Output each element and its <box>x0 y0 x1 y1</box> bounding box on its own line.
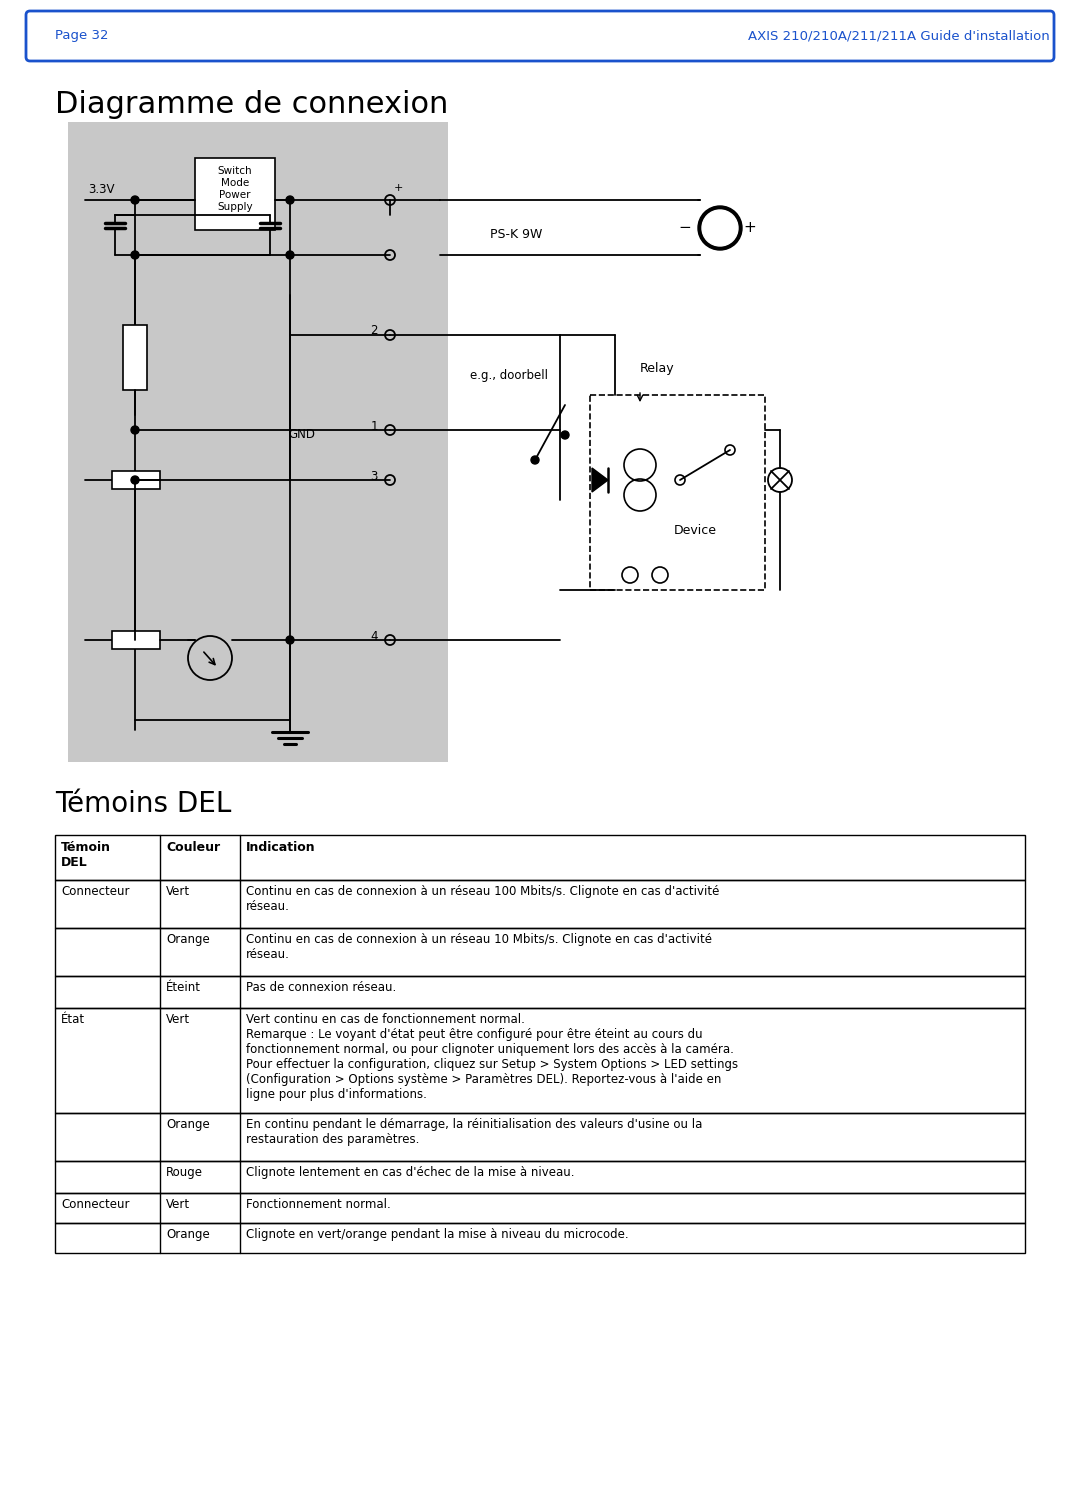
Circle shape <box>286 251 294 259</box>
Text: Indication: Indication <box>246 841 315 854</box>
Text: Éteint: Éteint <box>166 981 201 993</box>
Text: Diagramme de connexion: Diagramme de connexion <box>55 91 448 119</box>
Text: −: − <box>678 221 691 236</box>
Text: +: + <box>744 221 756 236</box>
Circle shape <box>131 251 139 259</box>
Text: 3: 3 <box>370 470 378 482</box>
Bar <box>112 631 160 649</box>
Circle shape <box>286 637 294 644</box>
Text: Vert: Vert <box>166 885 190 898</box>
Text: Couleur: Couleur <box>166 841 220 854</box>
Bar <box>55 1113 1025 1161</box>
Bar <box>55 1161 1025 1193</box>
Bar <box>55 835 1025 880</box>
Polygon shape <box>592 469 608 491</box>
Bar <box>68 122 448 762</box>
Text: Device: Device <box>674 523 716 537</box>
Text: Vert: Vert <box>166 1013 190 1027</box>
Text: Fonctionnement normal.: Fonctionnement normal. <box>246 1198 391 1211</box>
Text: 2: 2 <box>370 325 378 337</box>
Circle shape <box>561 431 569 438</box>
Circle shape <box>131 476 139 484</box>
Text: En continu pendant le démarrage, la réinitialisation des valeurs d'usine ou la
r: En continu pendant le démarrage, la réin… <box>246 1117 702 1146</box>
Bar <box>55 928 1025 977</box>
Text: Page 32: Page 32 <box>55 30 108 42</box>
Text: 4: 4 <box>370 629 378 643</box>
Text: Connecteur: Connecteur <box>60 885 130 898</box>
Text: Orange: Orange <box>166 933 210 947</box>
Circle shape <box>698 206 742 249</box>
Text: Clignote en vert/orange pendant la mise à niveau du microcode.: Clignote en vert/orange pendant la mise … <box>246 1228 629 1241</box>
Bar <box>55 1193 1025 1223</box>
Text: Clignote lentement en cas d'échec de la mise à niveau.: Clignote lentement en cas d'échec de la … <box>246 1166 575 1179</box>
Text: Mode: Mode <box>221 178 249 187</box>
Text: Orange: Orange <box>166 1117 210 1131</box>
Text: +: + <box>394 183 403 194</box>
Text: Switch: Switch <box>218 166 253 175</box>
Circle shape <box>131 197 139 204</box>
Circle shape <box>702 210 738 246</box>
Bar <box>123 325 147 390</box>
Bar <box>590 395 765 590</box>
Text: Pas de connexion réseau.: Pas de connexion réseau. <box>246 981 396 993</box>
Text: Témoins DEL: Témoins DEL <box>55 789 231 818</box>
Text: Continu en cas de connexion à un réseau 10 Mbits/s. Clignote en cas d'activité
r: Continu en cas de connexion à un réseau … <box>246 933 712 962</box>
Text: PS-K 9W: PS-K 9W <box>490 228 542 242</box>
Text: Vert continu en cas de fonctionnement normal.
Remarque : Le voyant d'état peut ê: Vert continu en cas de fonctionnement no… <box>246 1013 738 1101</box>
Circle shape <box>531 457 539 464</box>
Bar <box>55 880 1025 928</box>
Text: 1: 1 <box>370 419 378 432</box>
Bar <box>112 472 160 488</box>
Text: État: État <box>60 1013 85 1027</box>
Text: 3.3V: 3.3V <box>87 183 114 197</box>
Circle shape <box>286 197 294 204</box>
Bar <box>195 157 275 230</box>
Text: e.g., doorbell: e.g., doorbell <box>470 369 548 381</box>
Text: Connecteur: Connecteur <box>60 1198 130 1211</box>
Bar <box>55 1009 1025 1113</box>
Text: Vert: Vert <box>166 1198 190 1211</box>
Text: Orange: Orange <box>166 1228 210 1241</box>
Text: Continu en cas de connexion à un réseau 100 Mbits/s. Clignote en cas d'activité
: Continu en cas de connexion à un réseau … <box>246 885 719 913</box>
Bar <box>55 1223 1025 1253</box>
Text: Relay: Relay <box>640 361 675 375</box>
Text: Témoin
DEL: Témoin DEL <box>60 841 111 869</box>
Text: GND: GND <box>288 428 315 442</box>
Text: AXIS 210/210A/211/211A Guide d'installation: AXIS 210/210A/211/211A Guide d'installat… <box>748 30 1050 42</box>
FancyBboxPatch shape <box>26 11 1054 60</box>
Text: Supply: Supply <box>217 203 253 212</box>
Text: Power: Power <box>219 191 251 200</box>
Bar <box>55 977 1025 1009</box>
Circle shape <box>131 426 139 434</box>
Text: Rouge: Rouge <box>166 1166 203 1179</box>
